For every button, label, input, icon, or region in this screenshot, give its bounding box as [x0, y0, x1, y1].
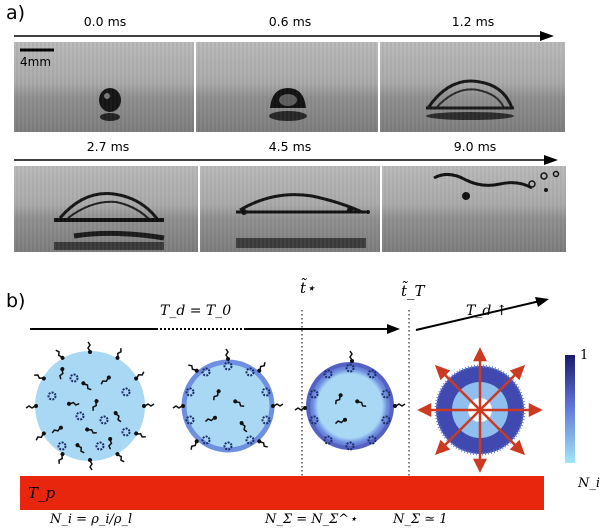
heating-arrowhead	[535, 297, 549, 307]
colorbar-max-label: 1	[580, 348, 589, 363]
timeline-arrowhead	[387, 324, 400, 334]
nsigma-star-label: N_Σ = N_Σ^⋆	[265, 512, 358, 527]
ni-definition-label: N_i = ρ_i/ρ_l	[50, 512, 133, 527]
t-star-label: t̃⋆	[300, 279, 316, 297]
photo-frame-4-5ms	[200, 166, 380, 252]
droplet-stage-3	[294, 350, 406, 451]
frame-time-label: 0.6 ms	[268, 14, 312, 29]
frame-time-label: 2.7 ms	[86, 139, 130, 154]
frame-time-label: 9.0 ms	[453, 139, 497, 154]
t-T-label: t̃_T	[401, 282, 425, 300]
photo-frame-2-7ms	[14, 166, 198, 252]
colorbar-label: N_i	[578, 476, 600, 491]
colorbar	[565, 355, 575, 463]
td-up-label: T_d ↑	[466, 303, 508, 319]
panel-a-label: a)	[6, 2, 26, 24]
heating-arrow-line	[415, 300, 541, 331]
frame-time-label: 1.2 ms	[451, 14, 495, 29]
droplet-stage-1	[25, 341, 155, 471]
frame-time-label: 4.5 ms	[268, 139, 312, 154]
photo-frame-0-6ms	[196, 42, 378, 132]
td-equals-t0-label: T_d = T_0	[160, 303, 232, 319]
panel-b-label: b)	[6, 290, 26, 312]
photo-frame-9-0ms	[382, 166, 566, 252]
droplet-stage-2	[172, 348, 284, 453]
heated-plate	[20, 476, 544, 510]
photo-frame-0-0ms: 4mm	[14, 42, 194, 132]
frame-time-label: 0.0 ms	[83, 14, 127, 29]
nsigma-one-label: N_Σ ≃ 1	[393, 512, 448, 527]
droplet-stage-4-expansion	[417, 347, 543, 473]
plate-temperature-label: T_p	[28, 484, 56, 502]
photo-frame-1-2ms	[380, 42, 565, 132]
